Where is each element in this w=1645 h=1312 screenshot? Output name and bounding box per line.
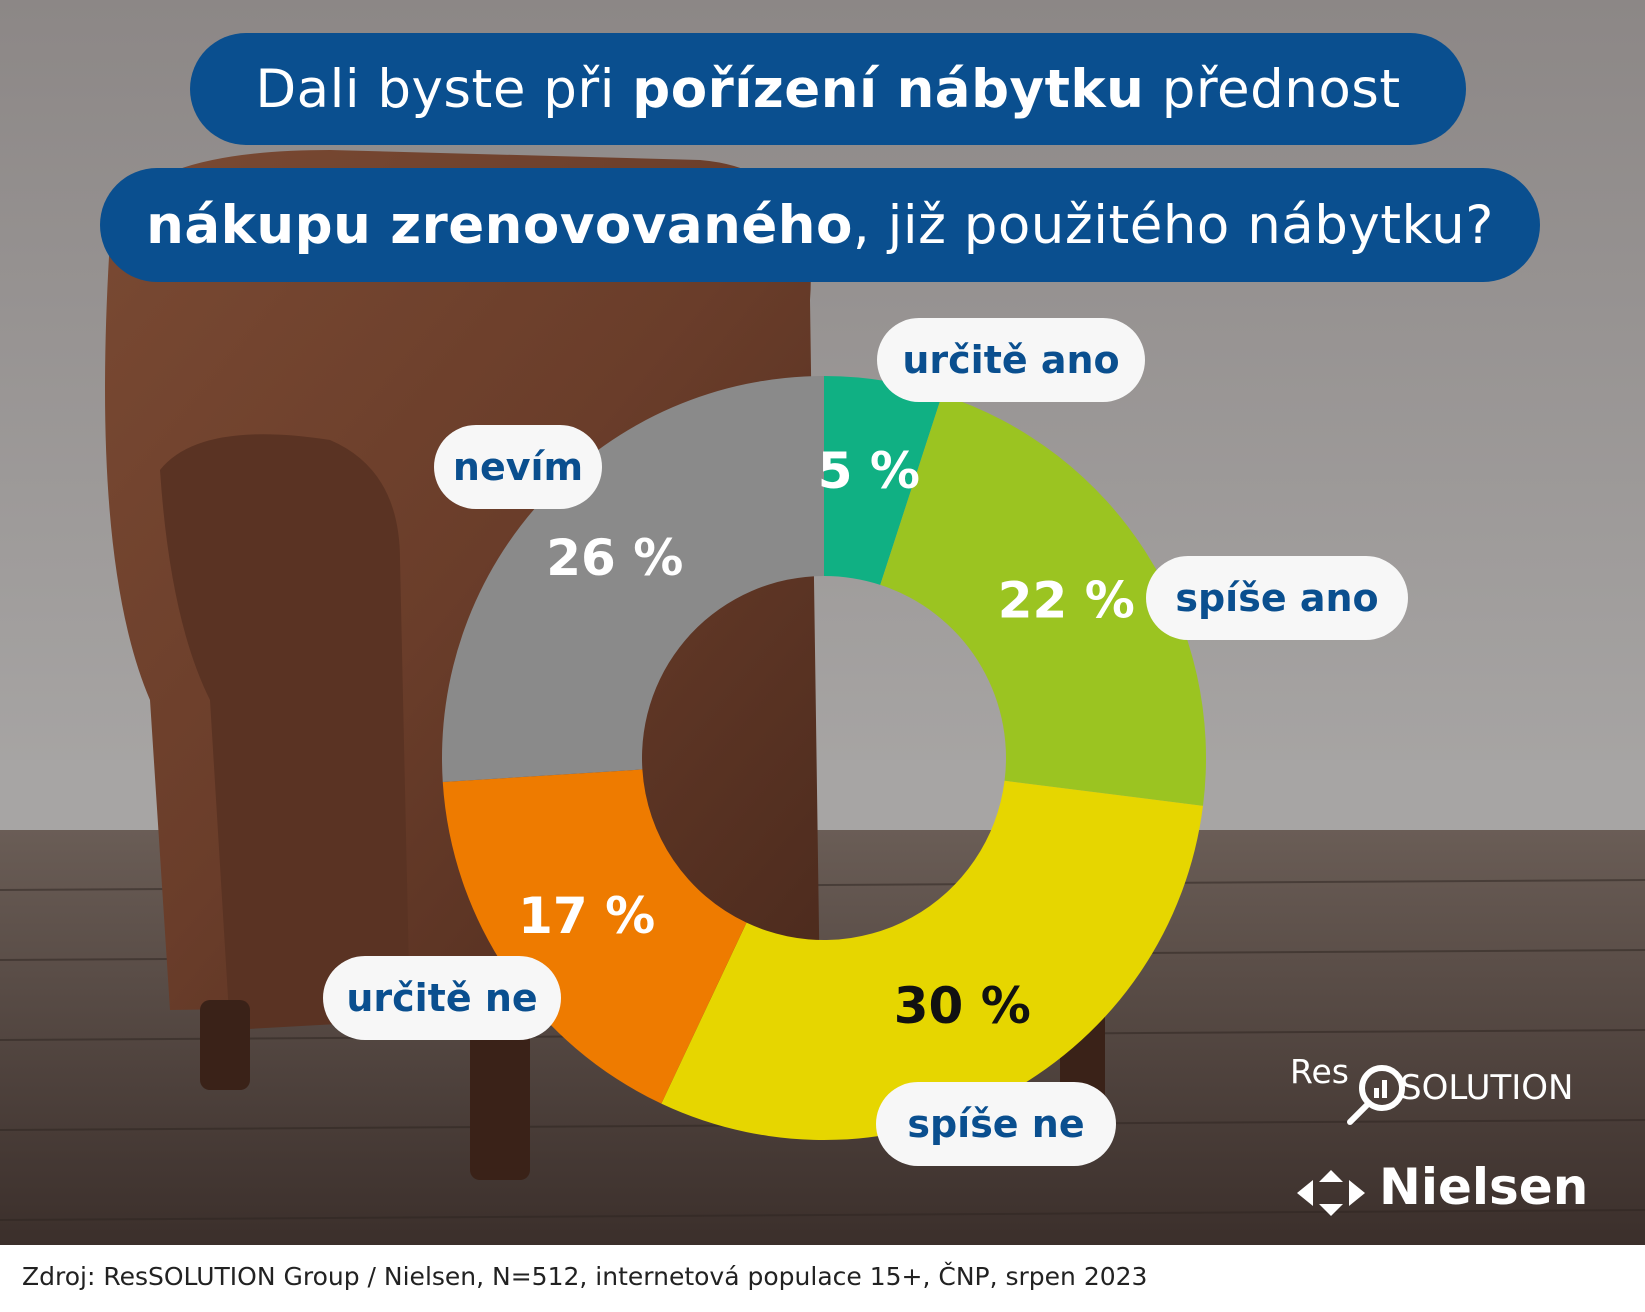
nielsen-logo-text: Nielsen bbox=[1379, 1158, 1589, 1216]
slice-value-label-0: 5 % bbox=[818, 442, 920, 500]
nielsen-logo: Nielsen bbox=[1295, 1158, 1595, 1228]
category-label-0: určitě ano bbox=[877, 318, 1145, 402]
magnifier-chart-icon bbox=[1347, 1065, 1405, 1125]
slice-value-label-2: 30 % bbox=[894, 977, 1031, 1035]
title-line-1-regular: Dali byste při bbox=[255, 58, 633, 120]
title-line-1-tail: přednost bbox=[1144, 58, 1401, 120]
slice-value-label-1: 22 % bbox=[998, 572, 1135, 630]
donut-slice-0 bbox=[824, 376, 943, 585]
title-line-2-regular: , již použitého nábytku? bbox=[852, 194, 1494, 256]
category-label-3: určitě ne bbox=[323, 956, 561, 1040]
title-line-1: Dali byste při pořízení nábytku přednost bbox=[190, 33, 1466, 145]
ressolution-logo: Res SOLUTION bbox=[1290, 1052, 1620, 1127]
title-line-2-bold: nákupu zrenovovaného bbox=[146, 194, 853, 256]
slice-value-label-4: 26 % bbox=[546, 529, 683, 587]
donut-slice-4 bbox=[441, 376, 824, 782]
donut-slice-2 bbox=[661, 780, 1203, 1140]
nielsen-arrows-icon bbox=[1297, 1170, 1365, 1216]
donut-slice-1 bbox=[880, 394, 1206, 806]
donut-chart: 5 % 22 % 30 % 17 % 26 % bbox=[441, 376, 1206, 1140]
title-line-2: nákupu zrenovovaného , již použitého náb… bbox=[100, 168, 1540, 282]
category-label-1: spíše ano bbox=[1146, 556, 1408, 640]
title-line-1-bold: pořízení nábytku bbox=[632, 58, 1145, 120]
slice-value-label-3: 17 % bbox=[518, 887, 655, 945]
source-note: Zdroj: ResSOLUTION Group / Nielsen, N=51… bbox=[22, 1262, 1148, 1291]
donut-slice-3 bbox=[442, 769, 747, 1104]
ressolution-logo-solution: SOLUTION bbox=[1400, 1068, 1574, 1108]
category-label-2: spíše ne bbox=[876, 1082, 1116, 1166]
category-label-4: nevím bbox=[434, 425, 602, 509]
infographic-canvas: Dali byste při pořízení nábytku přednost… bbox=[0, 0, 1645, 1245]
ressolution-logo-res: Res bbox=[1290, 1052, 1349, 1091]
